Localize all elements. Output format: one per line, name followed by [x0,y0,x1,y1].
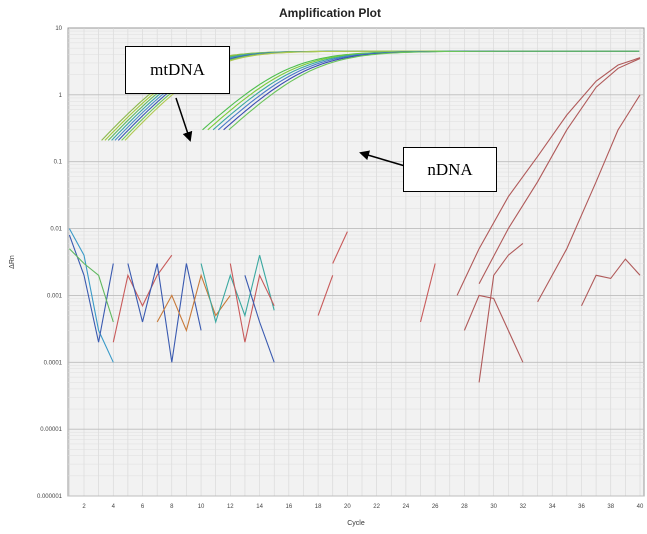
x-axis-label: Cycle [347,520,365,527]
y-tick-label: 10 [55,26,62,32]
noise-line [419,263,436,323]
noise-line [332,231,348,264]
chart-title: Amplification Plot [279,6,381,20]
x-tick-label: 40 [637,504,644,510]
plot-area [67,27,645,497]
noise-line [68,234,114,343]
y-tick-label: 0.01 [50,227,62,233]
noise-line [463,294,524,363]
mtdna-arrow [175,97,193,142]
x-tick-label: 4 [112,504,116,510]
x-tick-label: 24 [403,504,410,510]
noise-line [68,228,114,363]
x-tick-label: 10 [198,504,205,510]
ndna-arrow [359,150,406,167]
y-axis-label: ΔRn [9,255,16,269]
x-tick-label: 28 [461,504,468,510]
noise-line [69,248,114,323]
noise-line [317,275,334,316]
x-tick-label: 34 [549,504,556,510]
x-tick-label: 32 [520,504,527,510]
y-tick-label: 0.00001 [40,427,62,433]
late-curve [478,57,641,284]
mtdna-callout: mtDNA [125,46,230,94]
y-tick-label: 0.001 [47,293,63,299]
noise-line [200,255,275,325]
x-tick-label: 18 [315,504,322,510]
x-tick-label: 36 [578,504,585,510]
y-tick-label: 0.0001 [44,360,63,366]
x-tick-label: 12 [227,504,234,510]
ndna-curve [228,50,639,131]
x-tick-label: 8 [170,504,174,510]
noise-line [229,263,275,343]
ndna-callout: nDNA [403,147,497,192]
y-tick-label: 0.000001 [37,494,63,500]
noise-line [478,242,524,383]
y-tick-label: 0.1 [54,160,63,166]
x-tick-label: 30 [490,504,497,510]
callout-arrows [175,97,406,167]
late-curve [456,57,641,296]
noise-line [156,273,231,333]
axes: 2 4 6 8 10 12 14 16 18 20 22 24 26 28 30 32 34 36 38 401010… [37,26,644,510]
x-tick-label: 6 [141,504,145,510]
x-tick-label: 38 [607,504,614,510]
x-tick-label: 20 [344,504,351,510]
noise-line [244,275,275,363]
x-tick-label: 16 [285,504,292,510]
x-tick-label: 22 [373,504,380,510]
x-tick-label: 2 [82,504,86,510]
late-curve [537,94,641,303]
y-tick-label: 1 [59,93,63,99]
late-curve [581,258,641,307]
x-tick-label: 14 [256,504,263,510]
x-tick-label: 26 [432,504,439,510]
noise-line [112,254,173,343]
noise-line [127,263,202,363]
